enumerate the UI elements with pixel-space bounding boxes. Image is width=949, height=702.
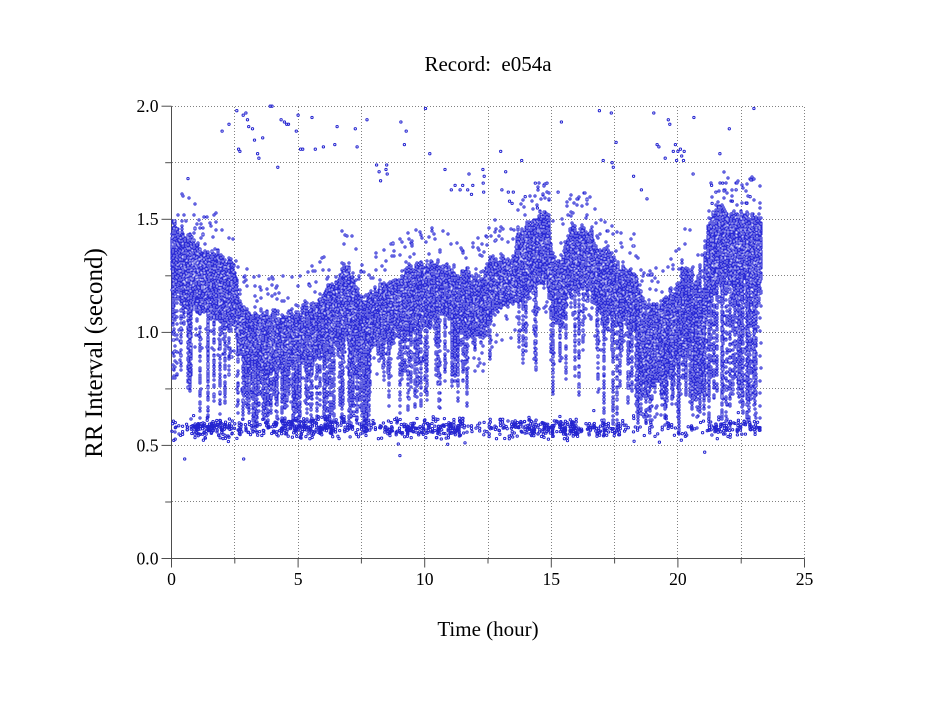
svg-text:0.0: 0.0 [137,548,159,568]
svg-text:1.0: 1.0 [137,322,159,342]
svg-text:15: 15 [543,569,561,589]
svg-text:0: 0 [167,569,176,589]
svg-text:1.5: 1.5 [137,209,159,229]
svg-text:2.0: 2.0 [137,96,159,116]
svg-text:0.5: 0.5 [137,435,159,455]
svg-text:Record: e054a: Record: e054a [424,52,552,76]
svg-text:Time (hour): Time (hour) [437,617,538,641]
svg-text:5: 5 [294,569,303,589]
svg-text:20: 20 [669,569,687,589]
svg-text:RR Interval (second): RR Interval (second) [81,248,108,458]
svg-text:10: 10 [416,569,434,589]
svg-text:25: 25 [796,569,814,589]
